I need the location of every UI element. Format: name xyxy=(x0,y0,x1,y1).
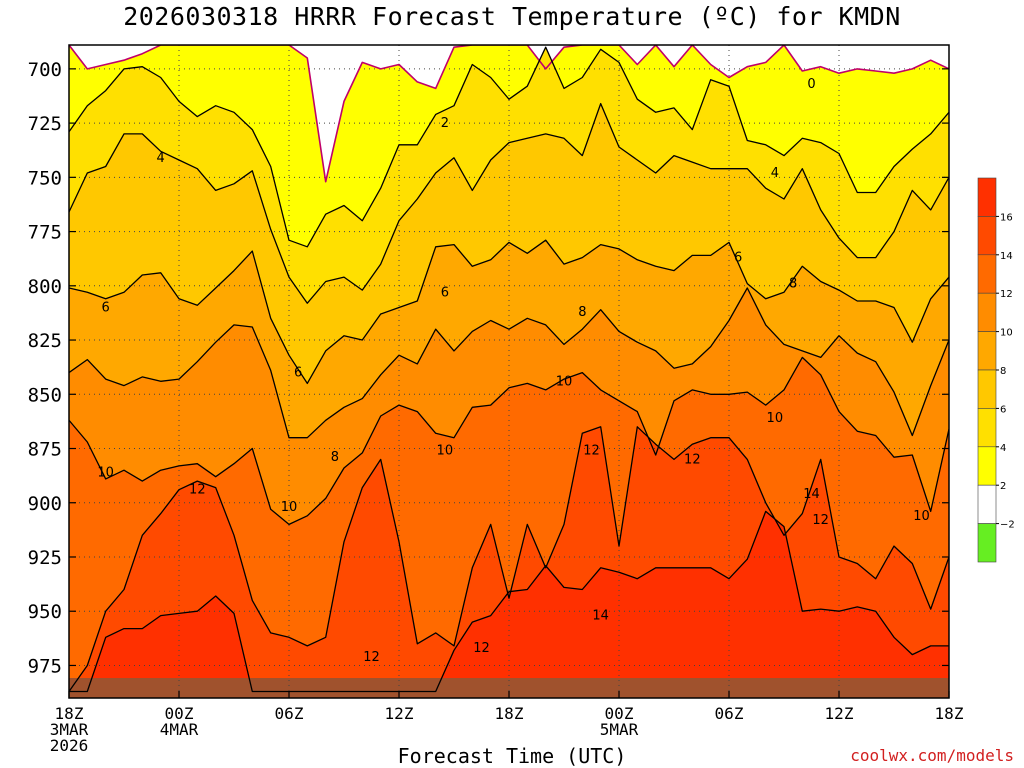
x-tick-label: 2026 xyxy=(50,736,89,755)
contour-label: 6 xyxy=(734,251,742,266)
contour-label: 12 xyxy=(684,452,701,467)
isotherm-0 xyxy=(69,45,949,183)
colorbar-label: 4 xyxy=(1000,443,1006,454)
contour-label: 12 xyxy=(363,650,380,665)
y-tick-label: 775 xyxy=(28,222,62,244)
isotherm-6 xyxy=(69,239,949,385)
colorbar-label: 14 xyxy=(1000,251,1013,262)
y-tick-label: 750 xyxy=(28,167,62,189)
y-tick-label: 725 xyxy=(28,113,62,135)
colorbar-label: 6 xyxy=(1000,404,1006,415)
colorbar-swatch xyxy=(977,408,997,448)
contour-label: 12 xyxy=(812,513,829,528)
colorbar-label: 16 xyxy=(1000,212,1013,223)
y-tick-label: 925 xyxy=(28,547,62,569)
colorbar-label: 2 xyxy=(1000,481,1006,492)
contour-label: 10 xyxy=(437,444,454,459)
contour-label: 2 xyxy=(441,116,449,131)
contour-label: 8 xyxy=(789,277,797,292)
x-tick-label: 12Z xyxy=(825,704,854,723)
site-credit: coolwx.com/models xyxy=(850,746,1014,765)
isotherm-8 xyxy=(69,287,949,439)
colorbar: −2 2 4 6 8 10 12 14 16 xyxy=(977,177,1015,563)
contour-label: 10 xyxy=(767,411,784,426)
contour-label: 6 xyxy=(294,366,302,381)
contour-label: 10 xyxy=(913,509,930,524)
y-tick-label: 850 xyxy=(28,384,62,406)
colorbar-label: 12 xyxy=(1000,289,1013,300)
x-tick-label: 4MAR xyxy=(160,720,199,739)
isotherm-2 xyxy=(69,46,949,248)
isotherm-4 xyxy=(69,102,949,304)
colorbar-swatch xyxy=(977,216,997,256)
contour-label: 14 xyxy=(592,609,609,624)
x-tick-label: 12Z xyxy=(385,704,414,723)
colorbar-swatch xyxy=(977,254,997,294)
contour-label: 12 xyxy=(189,483,206,498)
x-axis-title: Forecast Time (UTC) xyxy=(397,744,627,768)
x-tick-label: 00Z xyxy=(165,704,194,723)
contour-label: 10 xyxy=(281,500,298,515)
contour-labels: 0 2 4 4 6 6 6 6 8 8 8 10 10 10 10 10 10 12 12 12 12 12 12 14 14 xyxy=(97,77,929,665)
x-tick-label: 5MAR xyxy=(600,720,639,739)
contour-label: 4 xyxy=(771,166,779,181)
contour-label: 12 xyxy=(473,641,490,656)
y-tick-label: 800 xyxy=(28,276,62,298)
contour-label: 6 xyxy=(102,301,110,316)
colorbar-label: −2 xyxy=(1000,520,1015,531)
x-tick-label: 00Z xyxy=(605,704,634,723)
colorbar-swatch xyxy=(977,292,997,332)
colorbar-label: 10 xyxy=(1000,328,1013,339)
isotherm-lines xyxy=(69,45,949,693)
y-tick-label: 900 xyxy=(28,493,62,515)
x-tick-label: 3MAR xyxy=(50,720,89,739)
x-tick-label: 18Z xyxy=(495,704,524,723)
colorbar-swatch xyxy=(977,523,997,563)
chart-title: 2026030318 HRRR Forecast Temperature (ºC… xyxy=(123,2,901,31)
contour-label: 8 xyxy=(331,450,339,465)
x-tick-label: 18Z xyxy=(55,704,84,723)
isotherm-14 xyxy=(69,510,949,693)
isotherm-12 xyxy=(69,426,949,692)
contour-label: 14 xyxy=(803,487,820,502)
colorbar-swatch xyxy=(977,446,997,486)
colorbar-swatch xyxy=(977,177,997,217)
contour-label: 6 xyxy=(441,285,449,300)
y-axis: 700 725 750 775 800 825 850 875 900 925 950 975 xyxy=(28,59,949,677)
y-tick-label: 875 xyxy=(28,439,62,461)
isotherm-10 xyxy=(69,356,949,526)
y-tick-label: 950 xyxy=(28,601,62,623)
x-tick-label: 06Z xyxy=(275,704,304,723)
contour-label: 12 xyxy=(583,444,600,459)
colorbar-swatch xyxy=(977,484,997,524)
x-tick-label: 06Z xyxy=(715,704,744,723)
grid-lines xyxy=(68,45,950,698)
contour-label: 10 xyxy=(97,465,114,480)
contour-label: 0 xyxy=(807,77,815,92)
colorbar-swatch xyxy=(977,331,997,371)
fill-band-14 xyxy=(69,511,949,698)
colorbar-swatch xyxy=(977,369,997,409)
y-tick-label: 825 xyxy=(28,330,62,352)
y-tick-label: 975 xyxy=(28,655,62,677)
x-tick-label: 18Z xyxy=(935,704,964,723)
y-tick-label: 700 xyxy=(28,59,62,81)
contour-label: 8 xyxy=(578,305,586,320)
colorbar-label: 8 xyxy=(1000,366,1006,377)
contour-label: 4 xyxy=(157,151,165,166)
contour-label: 10 xyxy=(556,374,573,389)
